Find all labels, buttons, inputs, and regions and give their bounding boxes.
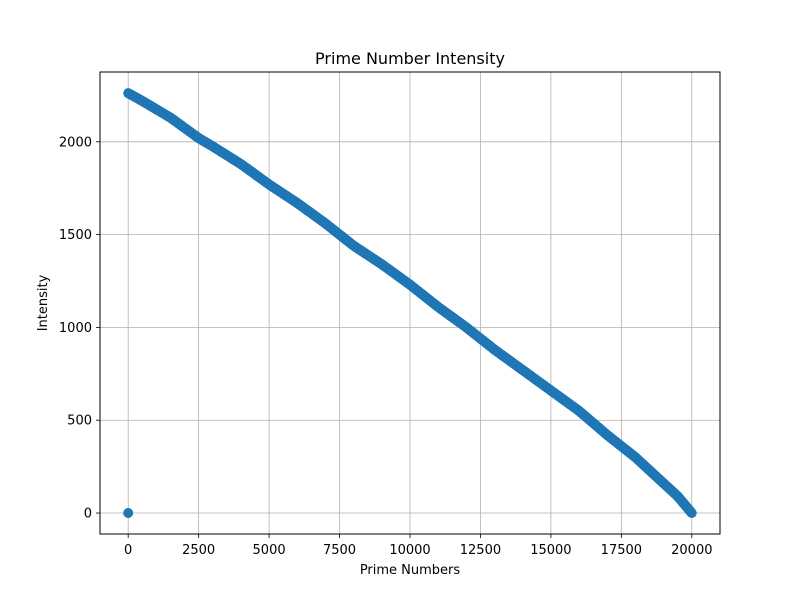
x-tick-label: 20000 <box>671 543 712 558</box>
grid-lines <box>100 72 720 534</box>
y-tick-label: 1500 <box>59 228 92 243</box>
data-series <box>123 88 697 519</box>
y-tick-label: 500 <box>67 414 92 429</box>
x-tick-label: 7500 <box>323 543 356 558</box>
x-tick-label: 5000 <box>253 543 286 558</box>
x-tick-label: 17500 <box>601 543 642 558</box>
x-tick-label: 15000 <box>530 543 571 558</box>
x-tick-label: 2500 <box>182 543 215 558</box>
data-point <box>686 508 697 519</box>
x-tick-label: 0 <box>124 543 132 558</box>
y-tick-label: 2000 <box>59 135 92 150</box>
x-tick-label: 12500 <box>460 543 501 558</box>
axis-ticks: 0 2500 5000 7500 10000 12500 15000 17500 20000 0 5… <box>59 135 713 558</box>
chart-title: Prime Number Intensity <box>315 49 505 68</box>
outlier-point <box>123 508 134 519</box>
y-tick-label: 1000 <box>59 321 92 336</box>
y-axis-label: Intensity <box>36 274 51 331</box>
x-axis-label: Prime Numbers <box>360 563 461 578</box>
y-tick-label: 0 <box>84 507 92 522</box>
x-tick-label: 10000 <box>389 543 430 558</box>
